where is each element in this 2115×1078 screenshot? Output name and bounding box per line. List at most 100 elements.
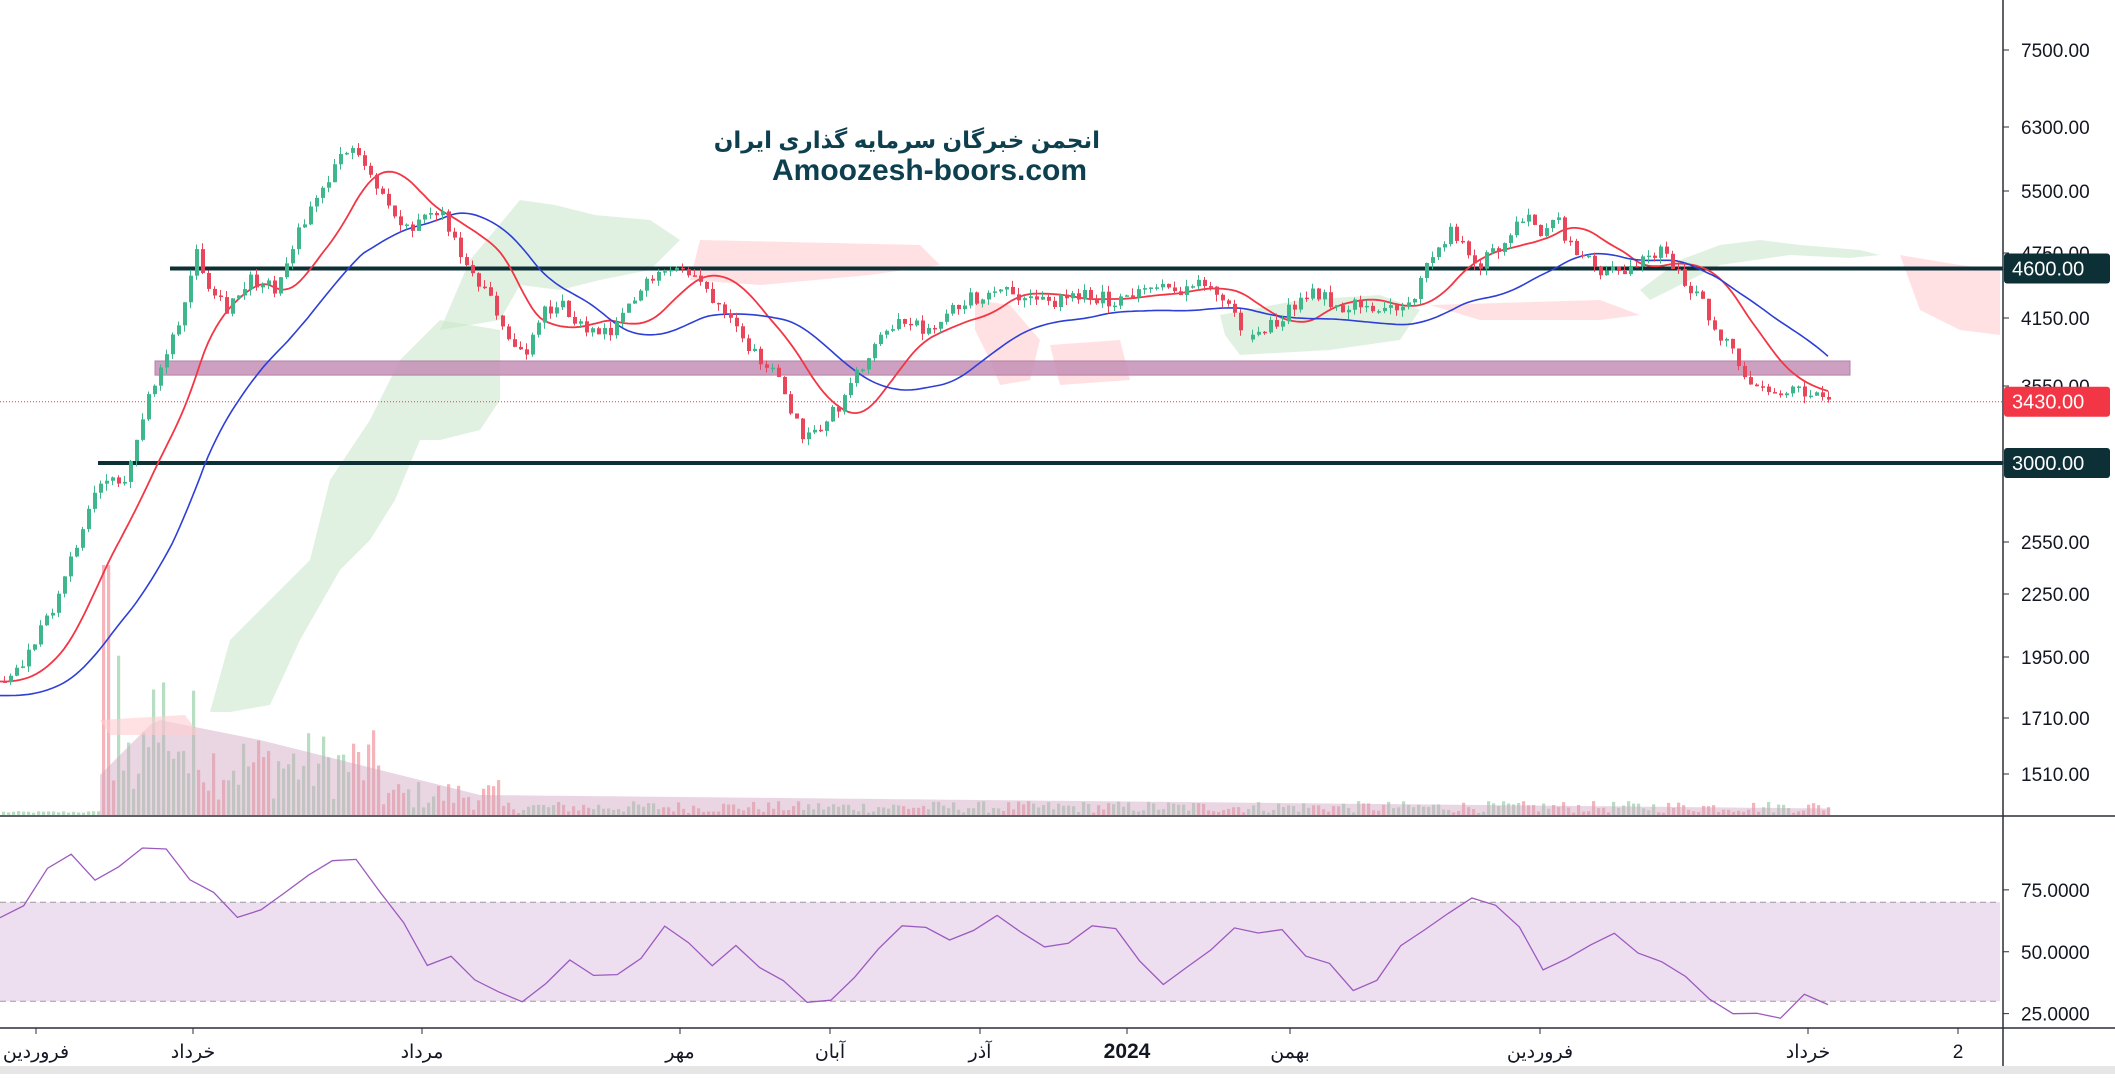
volume-bar — [72, 811, 76, 815]
volume-bar — [932, 801, 936, 815]
volume-bar — [1597, 808, 1601, 815]
candle-body — [93, 492, 97, 509]
cloud-bullish — [1220, 295, 1420, 355]
candle-body — [435, 213, 439, 216]
volume-bar — [697, 808, 701, 815]
candle-body — [1359, 299, 1363, 308]
volume-bar — [197, 769, 201, 815]
volume-bar — [327, 757, 331, 815]
volume-bar — [1712, 805, 1716, 815]
cloud-bullish — [1640, 240, 1880, 300]
candle-body — [561, 300, 565, 308]
volume-bar — [482, 788, 486, 815]
candle-body — [615, 321, 619, 336]
candle-body — [519, 346, 523, 350]
volume-bar — [1442, 809, 1446, 815]
candle-body — [975, 292, 979, 304]
candle-body — [813, 429, 817, 433]
candle-body — [825, 421, 829, 431]
volume-bar — [67, 812, 71, 815]
volume-bar — [1202, 803, 1206, 815]
volume-bar — [1402, 801, 1406, 815]
candle-body — [1695, 291, 1699, 294]
candle-body — [183, 302, 187, 326]
volume-bar — [1257, 802, 1261, 815]
volume-bar — [912, 807, 916, 815]
volume-bar — [232, 770, 236, 815]
volume-bar — [802, 809, 806, 815]
volume-bar — [492, 786, 496, 815]
candle-body — [1767, 386, 1771, 393]
volume-bar — [677, 802, 681, 815]
candle-body — [279, 277, 283, 294]
volume-bar — [32, 812, 36, 815]
volume-bar — [447, 784, 451, 815]
volume-bar — [627, 806, 631, 815]
volume-bar — [1212, 811, 1216, 815]
ema-fast-line — [0, 170, 1829, 683]
volume-bar — [557, 801, 561, 815]
candle-body — [1815, 392, 1819, 396]
price-tick-label: 5500.00 — [2021, 182, 2090, 203]
candle-body — [1167, 283, 1171, 288]
candle-body — [219, 295, 223, 298]
volume-bar — [952, 802, 956, 815]
candle-body — [267, 280, 271, 285]
volume-bar — [1462, 802, 1466, 815]
price-tick-label: 1510.00 — [2021, 765, 2090, 786]
candle-body — [1605, 270, 1609, 276]
candle-body — [1089, 289, 1093, 301]
volume-bar — [1157, 809, 1161, 815]
candle-body — [1107, 291, 1111, 307]
volume-bar — [392, 789, 396, 815]
candle-body — [1257, 331, 1261, 335]
candle-body — [945, 313, 949, 322]
volume-bar — [827, 806, 831, 815]
volume-bar — [942, 805, 946, 815]
candle-body — [1149, 287, 1153, 290]
volume-bar — [497, 780, 501, 815]
candle-body — [837, 406, 841, 412]
candle-body — [291, 249, 295, 264]
candle-body — [1503, 243, 1507, 252]
price-badge-label: 3000.00 — [2012, 453, 2084, 475]
volume-bar — [852, 809, 856, 815]
candle-body — [1209, 286, 1213, 288]
candle-body — [117, 477, 121, 484]
volume-bar — [1632, 803, 1636, 815]
candle-body — [393, 205, 397, 217]
rsi-panel — [0, 815, 2115, 1019]
volume-bar — [692, 805, 696, 815]
volume-bar — [187, 773, 191, 815]
candle-body — [1821, 392, 1825, 397]
volume-bar — [47, 811, 51, 815]
candle-body — [717, 302, 721, 305]
volume-bar — [2, 811, 6, 815]
volume-bar — [457, 785, 461, 815]
support-zone — [154, 360, 1851, 376]
candle-body — [1299, 297, 1303, 310]
candle-body — [1797, 386, 1801, 388]
volume-bar — [777, 801, 781, 815]
candle-body — [1383, 307, 1387, 312]
volume-bar — [1397, 807, 1401, 815]
volume-bar — [87, 811, 91, 815]
candle-body — [1527, 214, 1531, 222]
candle-body — [1737, 348, 1741, 367]
volume-bar — [347, 772, 351, 815]
volume-bar — [1732, 811, 1736, 815]
volume-bar — [907, 808, 911, 815]
candle-body — [1809, 395, 1813, 398]
volume-bar — [772, 808, 776, 815]
candle-body — [873, 344, 877, 359]
candle-body — [141, 419, 145, 440]
candle-body — [843, 395, 847, 412]
candle-body — [195, 249, 199, 276]
candle-body — [1215, 286, 1219, 295]
volume-bar — [1557, 807, 1561, 815]
candle-body — [123, 481, 127, 484]
volume-bar — [797, 801, 801, 815]
candle-body — [399, 216, 403, 226]
